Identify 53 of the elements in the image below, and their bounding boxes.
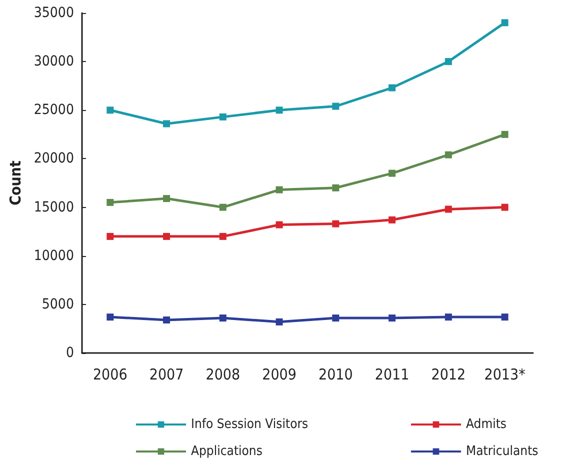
point [444,58,452,66]
legend-label: Info Session Visitors [191,417,308,432]
point [106,232,114,240]
point [501,130,508,138]
point [332,102,340,110]
point [444,314,452,321]
point [276,318,283,326]
point [219,232,226,240]
y-tick-label: 30000 [34,54,74,70]
y-tick-label: 15000 [34,199,74,216]
y-tick-label: 5000 [42,296,74,312]
legend-label: Admits [466,417,507,432]
point [388,314,396,322]
x-tick-label: 2008 [206,366,240,384]
point [219,314,226,322]
point [163,120,170,128]
y-tick-label: 20000 [34,150,74,167]
point [444,206,452,213]
point [276,221,283,228]
point [219,204,226,211]
x-tick-label: 2006 [92,366,128,384]
point [388,170,396,177]
point [163,232,170,240]
point [276,186,283,194]
point [106,198,114,206]
point [444,151,452,158]
point [388,216,396,224]
point [388,84,396,92]
y-tick-label: 10000 [34,248,74,264]
y-axis-title: Count [6,160,24,206]
point [332,220,340,228]
point [332,184,340,192]
legend-label: Matriculants [466,444,538,459]
y-tick-label: 0 [66,345,74,361]
point [163,195,170,202]
point [163,316,170,324]
point [106,314,114,321]
point [332,314,340,322]
point [501,19,508,26]
point [276,106,283,114]
x-tick-label: 2007 [149,366,184,384]
point [501,204,508,211]
y-tick-label: 35000 [34,5,74,21]
x-tick-label: 2010 [318,366,353,384]
point [106,106,114,114]
x-tick-label: 2011 [374,366,410,384]
point [501,314,508,321]
legend-label: Applications [191,444,262,459]
x-tick-label: 2012 [431,366,466,384]
x-tick-label: 2013* [484,366,526,384]
point [219,113,226,120]
x-tick-label: 2009 [262,366,296,384]
y-tick-label: 25000 [34,102,74,118]
